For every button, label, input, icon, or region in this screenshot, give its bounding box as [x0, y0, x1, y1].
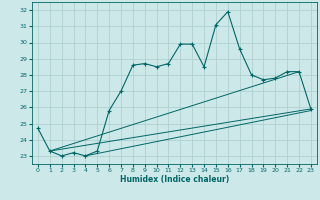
X-axis label: Humidex (Indice chaleur): Humidex (Indice chaleur)	[120, 175, 229, 184]
